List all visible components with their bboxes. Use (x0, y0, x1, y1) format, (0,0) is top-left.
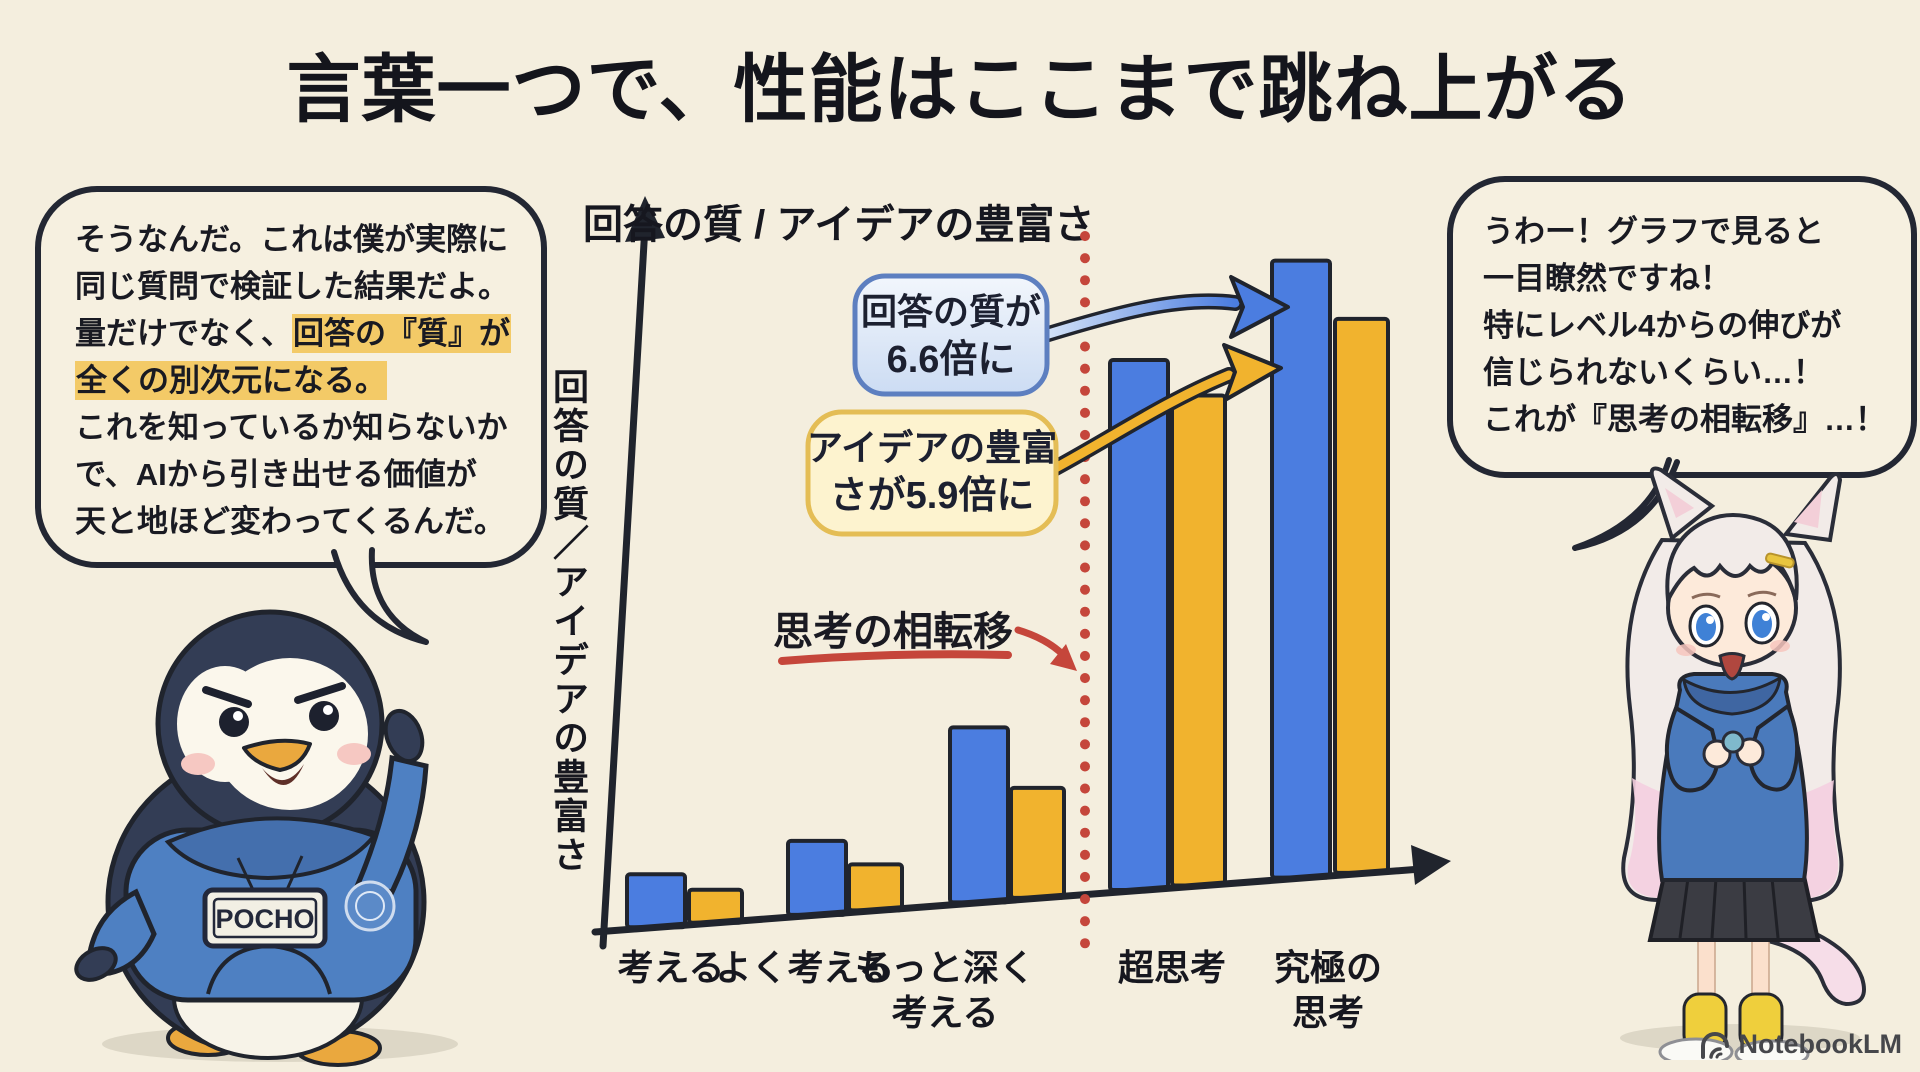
x-label-level5: 究極の (1274, 947, 1382, 988)
y-axis-vertical-label: 回答の質／アイデアの豊富さ (548, 368, 589, 875)
quality-arrowhead-icon (1229, 275, 1290, 339)
phase-transition-annotation: 思考の相転移 (773, 610, 1077, 671)
ideas-callout-line2: さが5.9倍に (830, 475, 1035, 517)
x-label-level2: よく考える (716, 947, 895, 988)
catgirl-hood (1682, 675, 1782, 716)
bar-アイデアの豊富さ-level5 (1333, 316, 1390, 875)
penguin-mouth (262, 764, 304, 786)
x-label-level1: 考える (618, 947, 725, 988)
penguin-left-flipper (74, 946, 118, 982)
y-axis (599, 196, 665, 950)
hair-clip (1765, 552, 1795, 569)
ideas-arrow (1040, 343, 1283, 480)
sneaker-right (1734, 1039, 1810, 1060)
bar-回答の質-level5 (1270, 258, 1332, 880)
x-label-level5: 思考 (1292, 992, 1364, 1033)
penguin-hoodie-patch (344, 880, 396, 932)
page-title: 言葉一つで、性能はここまで跳ね上がる (286, 48, 1634, 131)
quality-callout-line1: 回答の質が (861, 291, 1041, 332)
bar-アイデアの豊富さ-level2 (847, 862, 904, 913)
catgirl-left-eye (1696, 613, 1716, 641)
penguin-left-eye (219, 707, 249, 737)
penguin-right-flipper-pointing (383, 708, 425, 764)
quality-callout-line2: 6.6倍に (887, 339, 1016, 381)
y-axis-arrowhead (625, 196, 665, 242)
phase-transition-label: 思考の相転移 (773, 610, 1013, 654)
bubble-text: これを知っているか知らないか で、AIから引き出せる価値が 天と地ほど変わってく… (75, 410, 508, 539)
catgirl-hoodie (1657, 672, 1809, 882)
penguin-name-tag-text: POCHO (215, 904, 314, 934)
catgirl-legs (1658, 937, 1810, 1060)
penguin-name-tag: POCHO (202, 887, 328, 949)
penguin-hood-collar (164, 816, 378, 881)
penguin-beak (242, 738, 312, 772)
phase-underline (778, 650, 1012, 665)
held-item (1721, 730, 1745, 754)
bar-回答の質-level1 (625, 872, 687, 930)
sneaker-left (1658, 1037, 1734, 1060)
bar-アイデアの豊富さ-level1 (687, 887, 744, 925)
ideas-callout: アイデアの豊富 さが5.9倍に (805, 409, 1059, 537)
chart-top-caption: 回答の質 / アイデアの豊富さ (583, 202, 1094, 247)
penguin-right-arm (354, 754, 429, 895)
penguin-right-eyebrow (294, 682, 346, 704)
bar-回答の質-level3 (948, 725, 1010, 905)
catgirl-right-sleeve (1747, 702, 1800, 792)
cat-ears (1649, 466, 1843, 543)
penguin-left-eyebrow (202, 686, 252, 708)
ideas-callout-line1: アイデアの豊富 (807, 427, 1057, 468)
brand-credit: NotebookLM (1699, 1029, 1902, 1060)
x-label-level3: 考える (892, 992, 999, 1033)
catgirl-skirt (1647, 874, 1821, 942)
bar-アイデアの豊富さ-level4 (1170, 393, 1227, 888)
bar-アイデアの豊富さ-level3 (1009, 785, 1066, 900)
catgirl-face (1665, 513, 1799, 681)
highlighted-text: 回答の『質』が (292, 314, 511, 353)
catgirl-right-eye (1752, 610, 1772, 638)
catgirl-mouth-open (1718, 652, 1746, 681)
catgirl-right-blush (1770, 640, 1790, 652)
penguin-head (155, 609, 385, 839)
quality-callout: 回答の質が 6.6倍に (852, 273, 1050, 397)
phase-arrowhead-icon (1050, 644, 1077, 671)
penguin-right-blush (337, 743, 371, 765)
bubble-text: そうなんだ。これは僕が実際に 同じ質問で検証した結果だよ。 量だけでなく、 (75, 222, 509, 351)
penguin-hoodie (74, 708, 429, 1003)
bar-回答の質-level2 (786, 838, 848, 917)
penguin-tag-cord (236, 855, 304, 893)
bar-series (625, 258, 1390, 930)
penguin-left-blush (181, 753, 215, 775)
catgirl-eyebrows (1691, 590, 1777, 600)
penguin-mascot-illustration: POCHO (74, 609, 458, 1067)
catgirl-left-blush (1676, 644, 1696, 656)
catgirl-speech-bubble: うわー！グラフで見ると 一目瞭然ですね！ 特にレベル4からの伸びが 信じられない… (1447, 176, 1917, 478)
catgirl-mascot-illustration (1620, 466, 1866, 1060)
brand-credit-text: NotebookLM (1738, 1029, 1902, 1059)
x-label-level3: もっと深く (855, 947, 1035, 988)
x-axis-arrowhead (1411, 845, 1451, 885)
penguin-speech-bubble: そうなんだ。これは僕が実際に 同じ質問で検証した結果だよ。 量だけでなく、回答の… (35, 186, 547, 568)
quality-arrow (1034, 275, 1290, 344)
highlighted-text: 全くの別次元になる。 (75, 361, 387, 400)
x-axis (591, 845, 1451, 936)
x-label-level4: 超思考 (1118, 947, 1226, 988)
penguin-right-eye (309, 701, 339, 731)
ideas-arrowhead-icon (1222, 343, 1283, 402)
notebooklm-logo-icon (1700, 1031, 1729, 1059)
